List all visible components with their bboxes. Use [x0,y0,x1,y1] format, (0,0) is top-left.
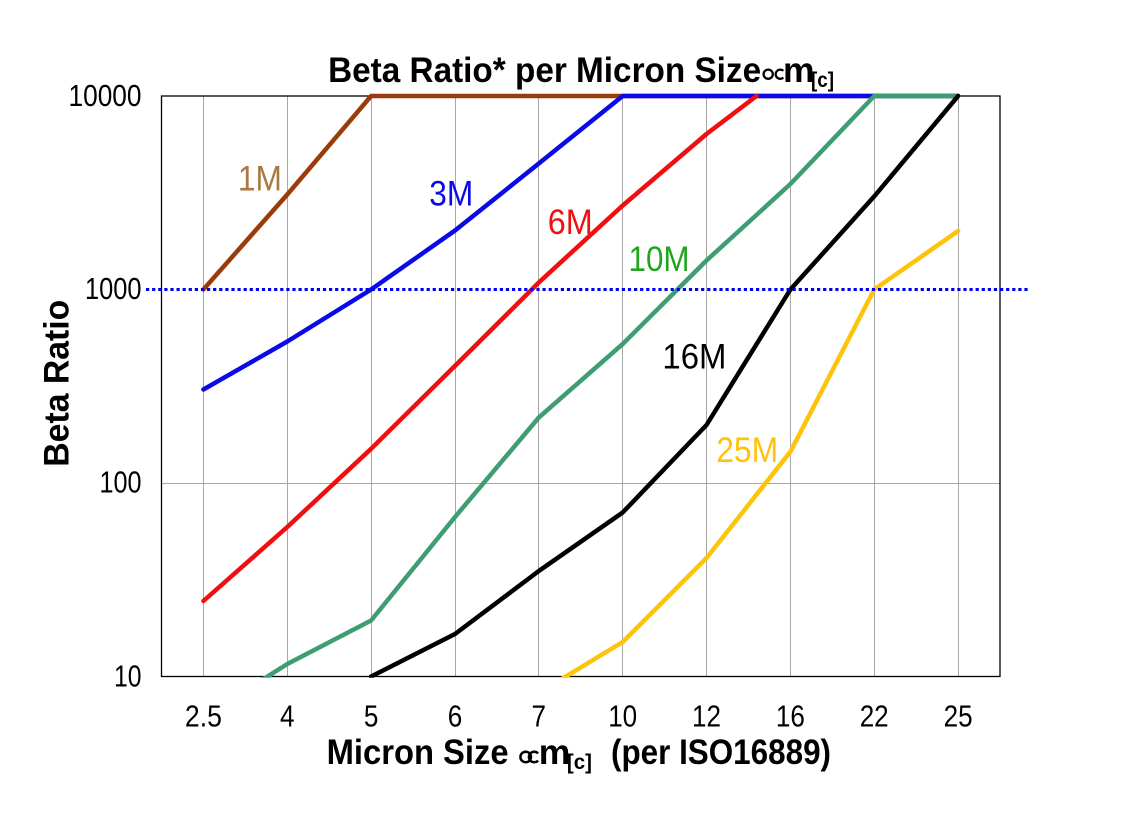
svg-text:m: m [539,732,571,772]
svg-text:10: 10 [608,699,637,733]
svg-text:6: 6 [448,699,463,733]
svg-text:10: 10 [114,660,142,694]
svg-text:16: 16 [776,699,805,733]
svg-text:Beta Ratio: Beta Ratio [37,300,77,467]
svg-text:16M: 16M [662,337,726,377]
svg-text:5: 5 [364,699,379,733]
svg-text:10000: 10000 [69,79,142,113]
svg-text:1000: 1000 [85,272,142,306]
svg-text:(per ISO16889): (per ISO16889) [611,732,831,772]
svg-text:Beta Ratio* per Micron Size: Beta Ratio* per Micron Size [328,50,761,90]
svg-text:m: m [783,50,815,90]
svg-text:Micron Size: Micron Size [327,732,509,772]
svg-text:6M: 6M [548,202,593,242]
svg-text:[c]: [c] [567,750,592,774]
svg-text:25M: 25M [716,430,778,470]
svg-text:100: 100 [100,466,142,500]
svg-text:12: 12 [692,699,721,733]
svg-text:2.5: 2.5 [185,699,222,733]
svg-text:10M: 10M [629,239,690,279]
svg-text:1M: 1M [238,159,282,199]
svg-text:22: 22 [860,699,889,733]
svg-text:7: 7 [532,699,547,733]
svg-text:4: 4 [280,699,295,733]
svg-text:[c]: [c] [811,69,834,92]
svg-text:3M: 3M [429,173,473,213]
svg-text:25: 25 [944,699,973,733]
